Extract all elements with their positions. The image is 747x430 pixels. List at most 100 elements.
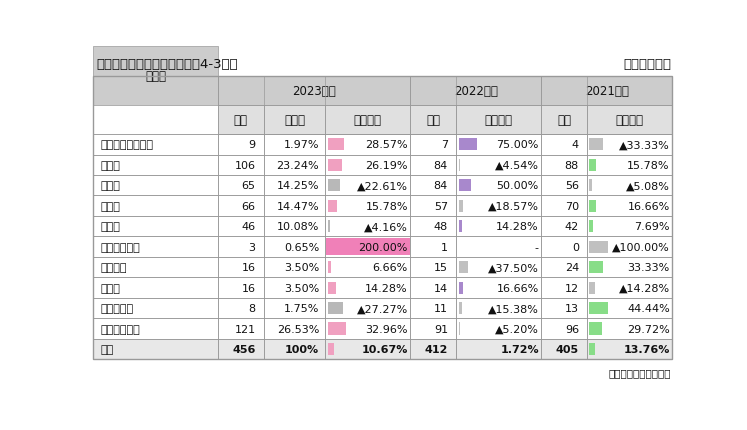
Bar [459,282,462,294]
Bar [264,237,325,257]
Bar [459,302,462,315]
Bar [93,175,218,196]
Bar [264,175,325,196]
Bar [456,135,542,155]
Bar [589,323,602,335]
Text: 3.50%: 3.50% [284,283,319,293]
Text: 産業名: 産業名 [145,70,166,83]
Bar [218,196,264,216]
Text: 26.19%: 26.19% [365,160,408,170]
Bar [459,261,468,273]
Text: 14.28%: 14.28% [365,283,408,293]
Text: 1.75%: 1.75% [284,304,319,313]
Bar [328,200,337,212]
Bar [456,175,542,196]
Bar [218,278,264,298]
Bar [587,135,672,155]
Text: ▲5.20%: ▲5.20% [495,324,539,334]
Bar [456,257,542,278]
Bar [589,261,604,273]
Bar [587,278,672,298]
Bar [410,319,456,339]
Bar [410,155,456,175]
Text: 前年度比: 前年度比 [354,114,382,126]
Bar [542,278,587,298]
Bar [410,237,456,257]
Text: ▲15.38%: ▲15.38% [488,304,539,313]
Text: 農・林・漁・鉱業: 農・林・漁・鉱業 [100,140,153,150]
Text: ▲100.00%: ▲100.00% [612,242,670,252]
Text: 0.65%: 0.65% [284,242,319,252]
Bar [587,196,672,216]
Text: 66: 66 [241,201,255,211]
Bar [589,343,595,356]
Text: 製造業: 製造業 [100,181,120,191]
Text: ▲4.54%: ▲4.54% [495,160,539,170]
Text: 96: 96 [565,324,579,334]
Bar [456,339,542,359]
Bar [328,282,335,294]
Bar [459,323,460,335]
Text: 前年度比: 前年度比 [485,114,512,126]
Bar [325,278,410,298]
Text: 16: 16 [241,283,255,293]
Bar [542,298,587,319]
Bar [93,135,218,155]
Bar [325,339,410,359]
Bar [93,237,218,257]
Text: 16.66%: 16.66% [497,283,539,293]
Bar [325,319,410,339]
Bar [264,155,325,175]
Bar [218,216,264,237]
Text: 15.78%: 15.78% [627,160,670,170]
Text: 13.76%: 13.76% [623,344,670,354]
Text: 88: 88 [565,160,579,170]
Text: 「後継者難」倒産　産業別（4-3月）: 「後継者難」倒産 産業別（4-3月） [96,58,238,71]
Bar [218,106,264,135]
Bar [93,278,218,298]
Bar [542,216,587,237]
Bar [410,175,456,196]
Text: 84: 84 [434,160,448,170]
Bar [587,237,672,257]
Bar [542,196,587,216]
Bar [218,77,410,106]
Bar [218,237,264,257]
Bar [328,139,344,151]
Bar [328,221,330,233]
Text: 11: 11 [434,304,448,313]
Text: 構成比: 構成比 [284,114,305,126]
Bar [218,339,264,359]
Bar [93,298,218,319]
Bar [218,257,264,278]
Bar [589,221,592,233]
Text: 15.78%: 15.78% [365,201,408,211]
Text: 50.00%: 50.00% [497,181,539,191]
Bar [587,216,672,237]
Bar [456,237,542,257]
Text: 小売業: 小売業 [100,222,120,232]
Text: 不動産業: 不動産業 [100,263,127,273]
Text: 33.33%: 33.33% [627,263,670,273]
Bar [410,298,456,319]
Bar [410,135,456,155]
Bar [326,239,410,256]
Bar [93,339,218,359]
Bar [325,135,410,155]
Bar [93,257,218,278]
Bar [587,339,672,359]
Bar [410,77,542,106]
Bar [456,298,542,319]
Text: 14.28%: 14.28% [496,222,539,232]
Text: ▲22.61%: ▲22.61% [357,181,408,191]
Text: 13: 13 [565,304,579,313]
Text: 14: 14 [434,283,448,293]
Bar [264,278,325,298]
Bar [542,77,672,106]
Bar [93,319,218,339]
Bar [589,139,604,151]
Text: 件数: 件数 [234,114,248,126]
Bar [587,106,672,135]
Bar [325,155,410,175]
Text: 6.66%: 6.66% [373,263,408,273]
